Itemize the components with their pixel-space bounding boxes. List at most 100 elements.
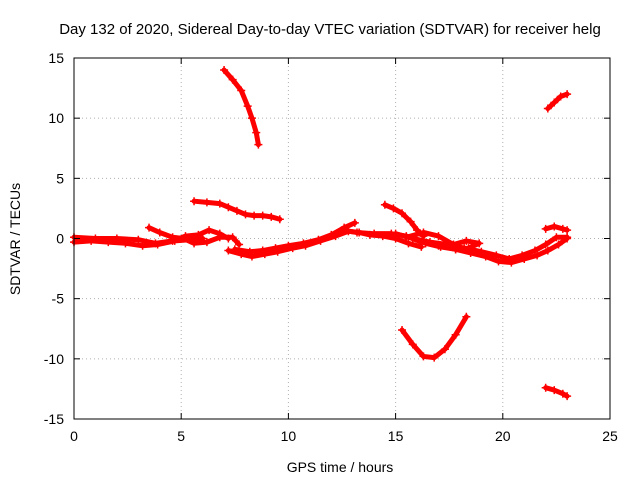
x-tick-label: 15: [388, 428, 404, 444]
data-point: [228, 75, 237, 84]
data-point: [419, 352, 428, 361]
x-tick-label: 20: [495, 428, 511, 444]
data-point: [138, 241, 147, 250]
y-tick-label: -5: [52, 291, 65, 307]
data-point: [205, 226, 214, 235]
data-point: [556, 92, 565, 101]
track-right-short: [541, 222, 572, 235]
data-point: [241, 210, 250, 219]
data-point: [250, 211, 259, 220]
data-point: [202, 198, 211, 207]
data-point: [543, 104, 552, 113]
data-point: [558, 389, 567, 398]
y-tick-label: 15: [48, 50, 64, 66]
data-point: [245, 247, 254, 256]
x-axis-label: GPS time / hours: [287, 459, 394, 475]
series-line: [191, 198, 283, 222]
data-point: [477, 247, 486, 256]
data-point: [563, 226, 572, 235]
data-point: [258, 246, 267, 255]
data-point: [252, 128, 261, 137]
data-point: [327, 230, 336, 239]
data-point: [462, 236, 471, 245]
data-point: [421, 239, 430, 248]
data-point: [541, 383, 550, 392]
data-point: [190, 197, 199, 206]
data-point: [215, 233, 224, 242]
y-tick-label: -15: [44, 411, 64, 427]
chart-title: Day 132 of 2020, Sidereal Day-to-day VTE…: [59, 21, 601, 38]
data-point: [563, 392, 572, 401]
data-point: [350, 218, 359, 227]
data-point: [243, 102, 252, 111]
data-point: [391, 229, 400, 238]
data-point: [314, 235, 323, 244]
data-point: [271, 244, 280, 253]
track-v: [398, 312, 471, 362]
track-main-c: [338, 226, 572, 267]
y-tick-label: 10: [48, 110, 64, 126]
data-point: [550, 222, 559, 231]
data-point: [398, 325, 407, 334]
series-line: [543, 385, 570, 399]
data-point: [232, 206, 241, 215]
data-point: [380, 200, 389, 209]
x-tick-label: 10: [281, 428, 297, 444]
data-point: [254, 140, 263, 149]
data-point: [284, 241, 293, 250]
x-tick-label: 25: [602, 428, 618, 444]
data-point: [475, 239, 484, 248]
data-point: [402, 233, 411, 242]
data-point: [552, 233, 561, 242]
series-line: [399, 314, 469, 361]
data-point: [247, 114, 256, 123]
data-point: [413, 226, 422, 235]
grid-lines: [74, 58, 610, 419]
data-point: [492, 251, 501, 260]
series-line: [403, 229, 482, 252]
data-point: [404, 239, 413, 248]
data-point: [235, 240, 244, 249]
data-point: [530, 246, 539, 255]
data-point: [550, 386, 559, 395]
data-point: [370, 229, 379, 238]
data-point: [464, 244, 473, 253]
x-tick-label: 5: [177, 428, 185, 444]
axis-ticks: 0 5 10 15 20 25 -15 -10 -5 0 5 10 15: [44, 50, 618, 444]
data-point: [563, 233, 572, 242]
data-point: [451, 330, 460, 339]
data-point: [408, 340, 417, 349]
track-lower-right: [541, 383, 572, 401]
y-tick-label: -10: [44, 351, 64, 367]
data-point: [104, 238, 113, 247]
data-point: [155, 228, 164, 237]
data-point: [434, 232, 443, 241]
data-point: [87, 236, 96, 245]
track-high-arc: [220, 66, 263, 149]
data-point: [494, 257, 503, 266]
data-point: [550, 98, 559, 107]
data-point: [541, 224, 550, 233]
data-point: [275, 215, 284, 224]
y-axis-label: SDTVAR / TECUs: [7, 183, 23, 295]
track-loop: [402, 228, 484, 254]
data-point: [558, 224, 567, 233]
data-point: [563, 90, 572, 99]
data-point: [258, 211, 267, 220]
data-point: [153, 240, 162, 249]
track-upper-mid: [190, 197, 284, 224]
y-tick-label: 0: [56, 231, 64, 247]
track-upper-right: [543, 90, 572, 113]
data-point: [554, 240, 563, 249]
series-line: [221, 67, 261, 148]
data-point: [202, 238, 211, 247]
data-point: [338, 226, 346, 235]
data-point: [168, 233, 177, 242]
data-point: [237, 86, 246, 95]
data-point: [215, 199, 224, 208]
x-tick-label: 0: [70, 428, 78, 444]
data-point: [121, 239, 130, 248]
data-point: [389, 204, 398, 213]
data-point: [541, 240, 550, 249]
